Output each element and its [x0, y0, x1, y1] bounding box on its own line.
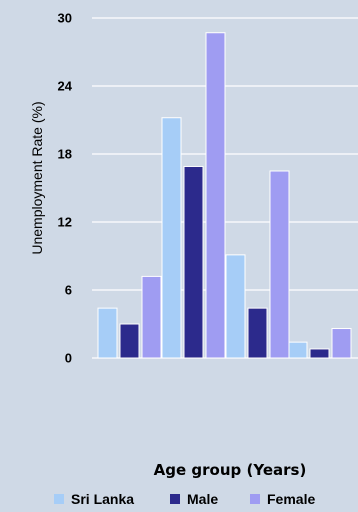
bar-male-1: [183, 165, 204, 359]
bar-female-2: [269, 170, 290, 359]
bars: [97, 32, 352, 359]
y-axis-ticks: 0 6 12 18 24 30: [58, 11, 73, 366]
y-tick-label-5: 30: [58, 11, 72, 26]
y-tick-label-3: 18: [58, 147, 72, 162]
bar-male-3: [309, 348, 330, 359]
bar-male-2: [247, 307, 268, 359]
y-tick-label-0: 0: [65, 351, 72, 366]
bar-sri-lanka-1: [161, 117, 182, 359]
y-axis-label: Unemployment Rate (%): [29, 101, 45, 254]
bar-sri-lanka-3: [287, 341, 308, 359]
y-tick-label-1: 6: [65, 283, 72, 298]
legend-swatch-male: [170, 494, 180, 504]
bar-sri-lanka-0: [97, 307, 118, 359]
y-tick-label-2: 12: [58, 215, 72, 230]
bar-female-0: [141, 275, 162, 359]
legend-swatch-female: [250, 494, 260, 504]
legend-label-sri-lanka: Sri Lanka: [71, 491, 134, 507]
legend-label-male: Male: [187, 491, 218, 507]
bar-female-3: [331, 328, 352, 359]
bar-female-1: [205, 32, 226, 359]
bar-sri-lanka-2: [225, 254, 246, 359]
bar-male-0: [119, 323, 140, 359]
x-axis-label: Age group (Years): [154, 461, 307, 479]
legend-swatch-sri-lanka: [54, 494, 64, 504]
y-tick-label-4: 24: [58, 79, 73, 94]
legend: Sri Lanka Male Female: [54, 491, 315, 507]
legend-label-female: Female: [267, 491, 315, 507]
